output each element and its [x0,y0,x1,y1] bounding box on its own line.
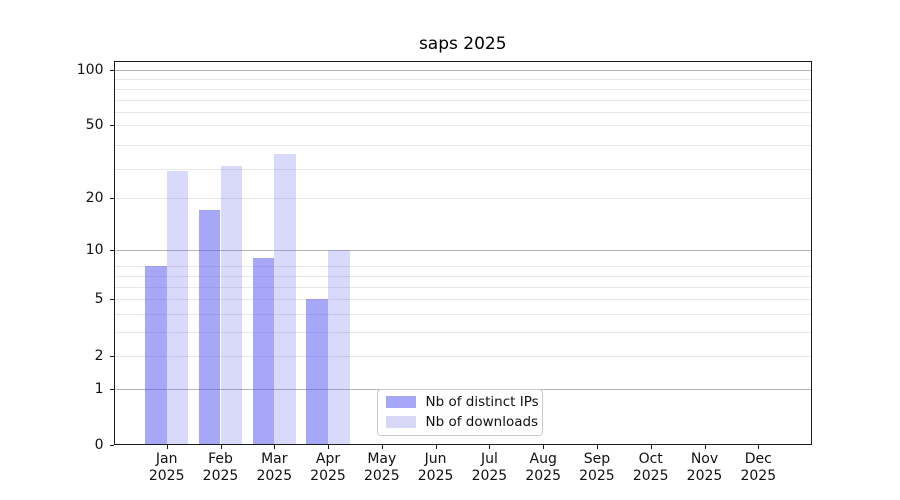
spine-top [113,60,812,62]
y-tick-mark-1 [109,388,114,390]
gridline-minor-69 [113,99,812,101]
x-tick-mark-jun [435,445,437,449]
gridline-minor-39 [113,145,812,147]
y-tick-label-1: 1 [94,380,104,397]
legend-swatch-downloads [385,416,416,428]
legend-box: Nb of distinct IPs Nb of downloads [376,388,543,436]
gridline-minor-4 [113,314,812,316]
x-tick-mark-nov [704,445,706,449]
legend-item-distinct-ips: Nb of distinct IPs [385,394,539,410]
gridline-minor-7 [113,275,812,277]
bar-nb-of-distinct-ips-apr [306,299,328,445]
bar-nb-of-downloads-mar [274,153,296,445]
y-tick-mark-2 [109,355,114,357]
bar-nb-of-downloads-jan [166,171,189,445]
y-tick-mark-5 [109,299,114,301]
x-tick-mark-jan [166,445,168,449]
x-tick-mark-sep [596,445,598,449]
gridline-minor-2 [113,355,812,357]
y-tick-label-2: 2 [94,347,104,364]
x-tick-label-sep: Sep 2025 [579,451,615,484]
x-tick-label-aug: Aug 2025 [525,451,561,484]
x-tick-mark-aug [543,445,545,449]
y-tick-mark-10 [109,250,114,252]
y-tick-mark-50 [109,125,114,127]
bar-nb-of-downloads-apr [328,250,350,445]
x-tick-mark-may [381,445,383,449]
y-tick-label-100: 100 [76,61,104,78]
y-tick-mark-0 [109,445,114,446]
x-tick-label-apr: Apr 2025 [310,451,346,484]
y-tick-label-0: 0 [94,437,104,453]
y-tick-label-20: 20 [85,189,104,206]
x-tick-mark-jul [489,445,491,449]
spine-right [811,60,812,445]
x-tick-mark-apr [328,445,329,449]
gridline-minor-6 [113,286,812,288]
gridline-minor-29 [113,168,812,170]
gridline-minor-20 [113,197,812,199]
y-tick-label-5: 5 [94,291,104,308]
legend-label: Nb of distinct IPs [425,394,539,410]
x-tick-label-jul: Jul 2025 [471,451,508,484]
gridline-minor-89 [113,79,812,81]
gridline-minor-8 [113,266,812,268]
gridline-minor-59 [113,112,812,114]
x-tick-label-jan: Jan 2025 [148,451,185,484]
x-tick-label-feb: Feb 2025 [202,451,239,484]
legend-label: Nb of downloads [425,414,539,430]
x-tick-mark-dec [758,445,760,449]
x-tick-label-jun: Jun 2025 [417,451,454,484]
spine-left [113,60,115,445]
x-tick-mark-mar [274,445,276,449]
gridline-minor-50 [113,125,812,127]
x-tick-label-mar: Mar 2025 [256,451,293,484]
gridline-major-10 [113,250,812,252]
y-tick-label-50: 50 [85,117,104,134]
gridline-minor-79 [113,88,812,90]
y-tick-mark-20 [109,197,114,199]
bar-nb-of-distinct-ips-jan [145,266,167,445]
x-tick-label-nov: Nov 2025 [686,451,723,484]
x-tick-mark-oct [650,445,652,449]
plot-area: Nb of distinct IPs Nb of downloads [113,60,812,445]
chart-title: saps 2025 [418,34,507,54]
x-tick-label-oct: Oct 2025 [632,451,669,484]
legend-swatch-distinct-ips [385,396,416,408]
legend-item-downloads: Nb of downloads [385,414,538,430]
x-tick-mark-feb [220,445,222,449]
x-tick-label-may: May 2025 [363,451,400,484]
bar-nb-of-distinct-ips-feb [198,210,221,445]
gridline-major-100 [113,69,812,71]
bar-nb-of-distinct-ips-mar [252,257,275,445]
spine-bottom [113,444,812,445]
gridline-minor-3 [113,332,812,334]
x-tick-label-dec: Dec 2025 [740,451,777,484]
y-tick-mark-100 [109,69,114,71]
bar-nb-of-downloads-feb [220,165,243,445]
gridline-minor-5 [113,299,812,301]
y-tick-label-10: 10 [85,242,104,259]
